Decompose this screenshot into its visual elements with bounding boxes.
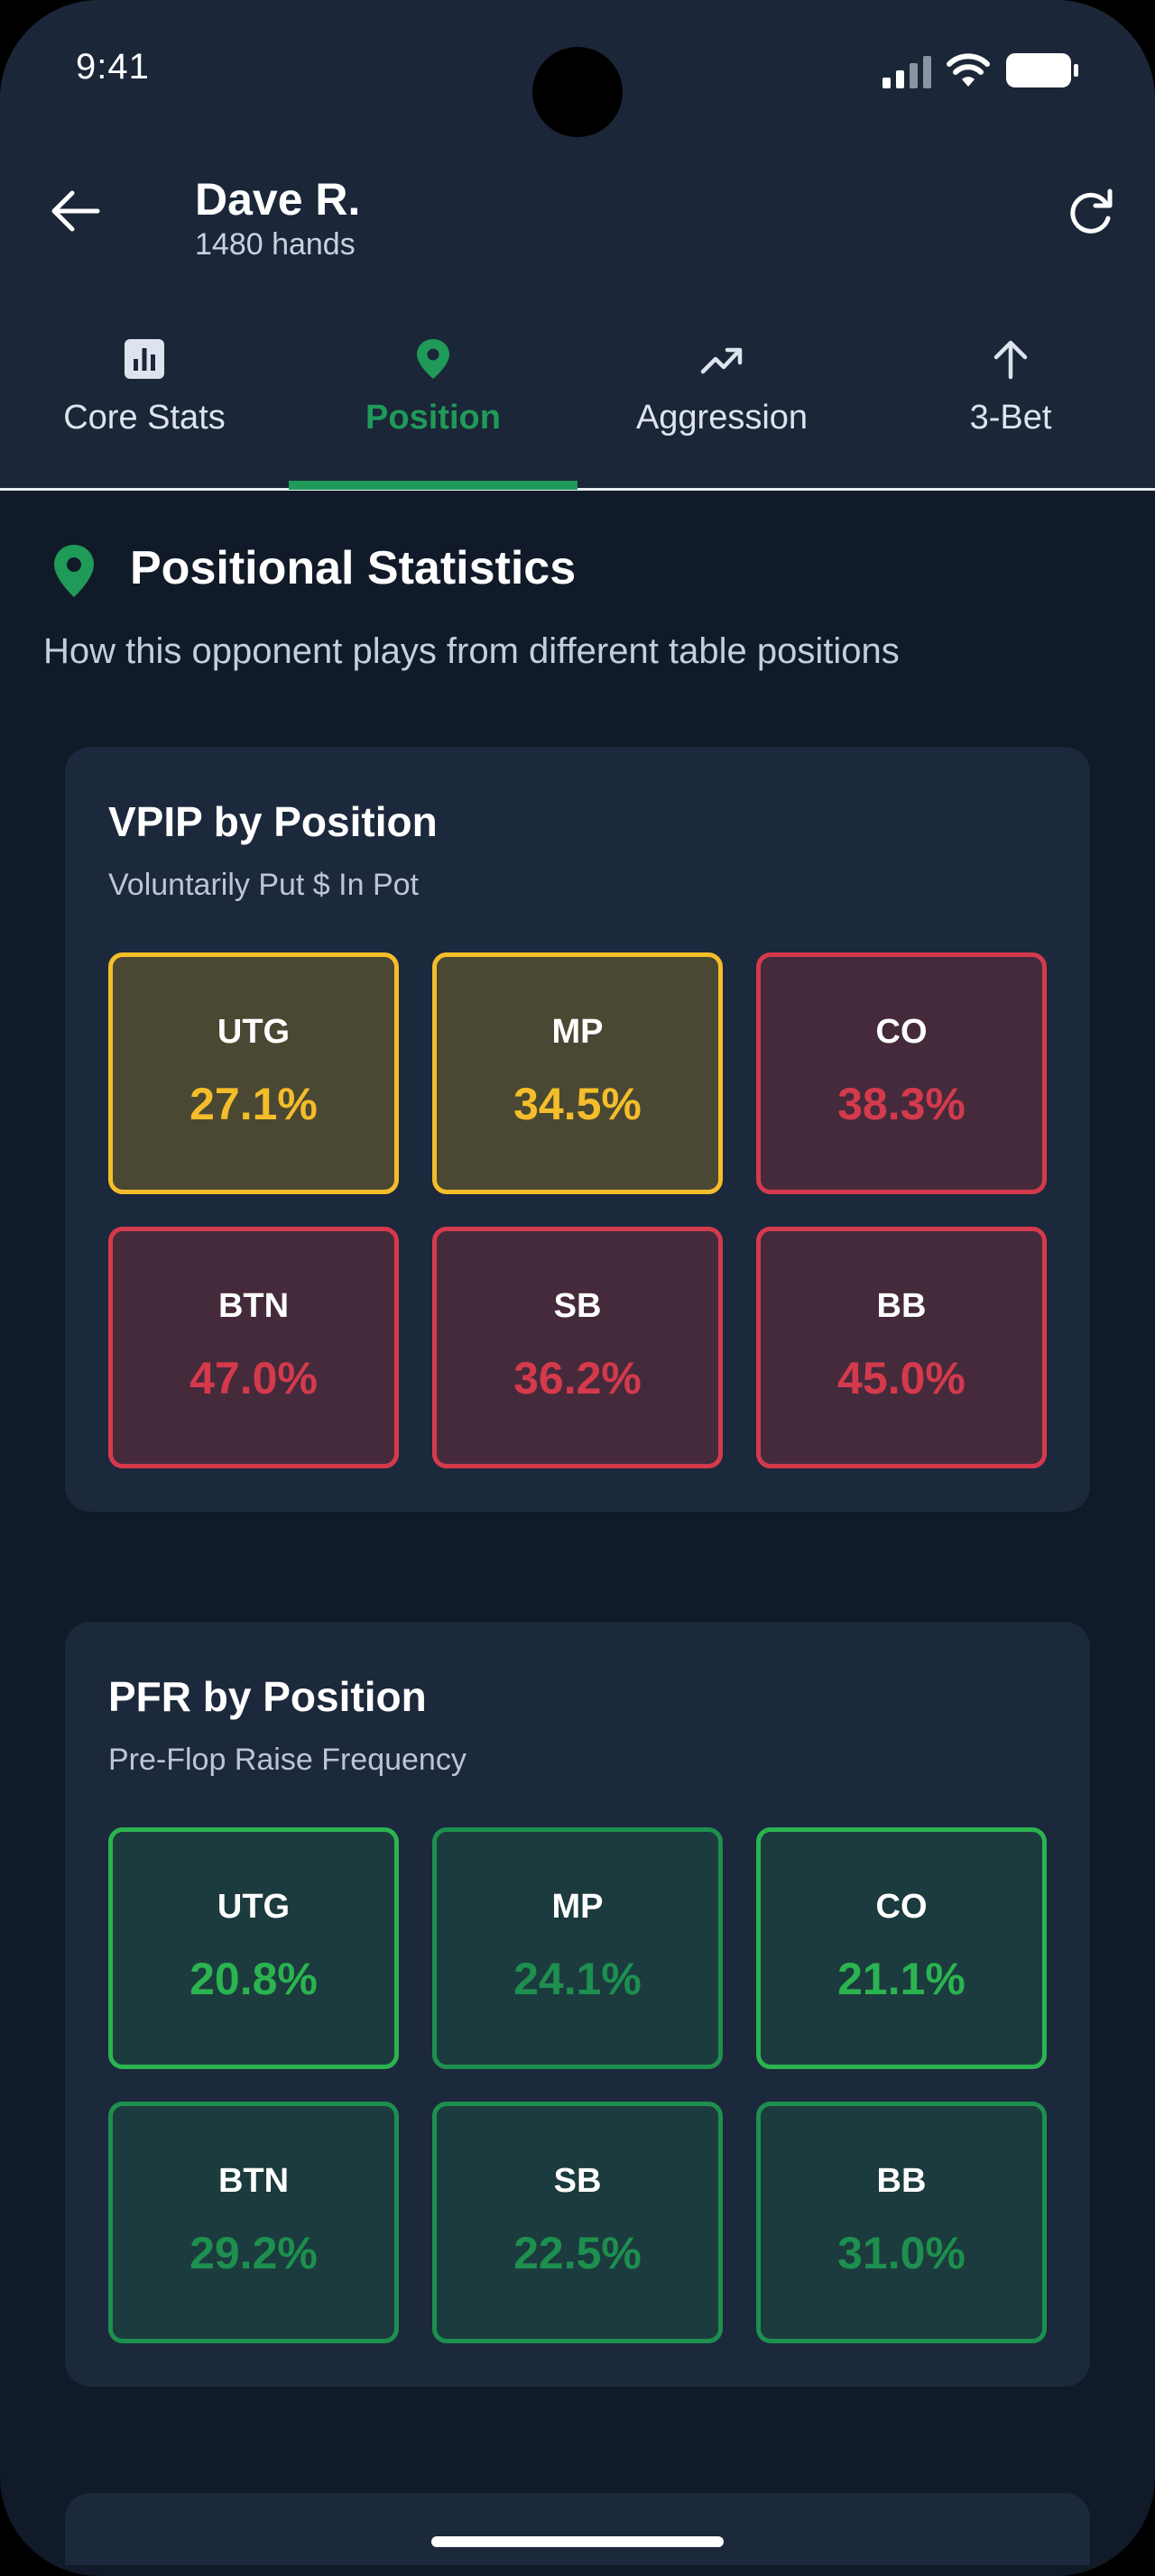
tab-label: Aggression bbox=[635, 399, 808, 437]
vpip-cell-sb: SB 36.2% bbox=[432, 1227, 723, 1468]
position-label: MP bbox=[551, 1888, 604, 1926]
stat-value: 29.2% bbox=[189, 2228, 318, 2278]
stat-value: 21.1% bbox=[837, 1954, 966, 2004]
stat-value: 31.0% bbox=[837, 2228, 966, 2278]
active-tab-indicator bbox=[289, 481, 578, 490]
wifi-icon bbox=[947, 53, 990, 87]
refresh-icon[interactable] bbox=[1061, 184, 1119, 242]
stat-value: 47.0% bbox=[189, 1353, 318, 1403]
stat-value: 22.5% bbox=[513, 2228, 642, 2278]
tab-core-stats[interactable]: Core Stats bbox=[0, 325, 289, 488]
vpip-cell-bb: BB 45.0% bbox=[756, 1227, 1047, 1468]
hands-count: 1480 hands bbox=[195, 227, 356, 262]
vpip-cell-co: CO 38.3% bbox=[756, 952, 1047, 1194]
position-label: CO bbox=[875, 1013, 928, 1051]
battery-icon bbox=[1006, 53, 1078, 87]
stat-value: 36.2% bbox=[513, 1353, 642, 1403]
arrow-up-icon bbox=[993, 340, 1028, 380]
pfr-cell-mp: MP 24.1% bbox=[432, 1827, 723, 2069]
trending-up-icon bbox=[700, 347, 743, 374]
card-title: VPIP by Position bbox=[108, 798, 438, 845]
pfr-cell-btn: BTN 29.2% bbox=[108, 2102, 399, 2343]
position-label: BB bbox=[876, 2162, 927, 2200]
tab-aggression[interactable]: Aggression bbox=[578, 325, 866, 488]
status-bar: 9:41 bbox=[0, 0, 1155, 144]
stat-value: 38.3% bbox=[837, 1079, 966, 1129]
tab-label: Core Stats bbox=[63, 399, 226, 437]
position-label: MP bbox=[551, 1013, 604, 1051]
position-label: BTN bbox=[217, 2162, 290, 2200]
card-subtitle: Voluntarily Put $ In Pot bbox=[108, 868, 419, 902]
vpip-cell-utg: UTG 27.1% bbox=[108, 952, 399, 1194]
position-label: UTG bbox=[217, 1013, 291, 1051]
pfr-cell-bb: BB 31.0% bbox=[756, 2102, 1047, 2343]
app-bar: Dave R. 1480 hands bbox=[0, 144, 1155, 325]
signal-icon bbox=[882, 56, 931, 88]
stat-value: 24.1% bbox=[513, 1954, 642, 2004]
card-title: PFR by Position bbox=[108, 1673, 427, 1720]
stat-value: 34.5% bbox=[513, 1079, 642, 1129]
stat-value: 20.8% bbox=[189, 1954, 318, 2004]
pfr-cell-utg: UTG 20.8% bbox=[108, 1827, 399, 2069]
position-label: SB bbox=[553, 1287, 602, 1325]
back-arrow-icon[interactable] bbox=[45, 180, 106, 242]
location-pin-icon bbox=[54, 545, 94, 597]
vpip-card: VPIP by Position Voluntarily Put $ In Po… bbox=[65, 747, 1090, 1512]
home-indicator[interactable] bbox=[431, 2536, 724, 2547]
pfr-card: PFR by Position Pre-Flop Raise Frequency… bbox=[65, 1622, 1090, 2387]
player-name: Dave R. bbox=[195, 174, 361, 225]
section-subtitle: How this opponent plays from different t… bbox=[43, 631, 900, 671]
pfr-cell-sb: SB 22.5% bbox=[432, 2102, 723, 2343]
stat-value: 27.1% bbox=[189, 1079, 318, 1129]
position-label: UTG bbox=[217, 1888, 291, 1926]
stat-value: 45.0% bbox=[837, 1353, 966, 1403]
position-label: SB bbox=[553, 2162, 602, 2200]
tab-bar: Core Stats Position Aggression 3-Bet bbox=[0, 325, 1155, 491]
tab-label: 3-Bet bbox=[969, 399, 1052, 437]
position-label: BB bbox=[876, 1287, 927, 1325]
position-label: BTN bbox=[217, 1287, 290, 1325]
tab-3-bet[interactable]: 3-Bet bbox=[866, 325, 1155, 488]
bar-chart-icon bbox=[125, 339, 164, 379]
position-label: CO bbox=[875, 1888, 928, 1926]
location-pin-icon bbox=[417, 339, 449, 379]
vpip-cell-mp: MP 34.5% bbox=[432, 952, 723, 1194]
card-subtitle: Pre-Flop Raise Frequency bbox=[108, 1743, 467, 1777]
vpip-cell-btn: BTN 47.0% bbox=[108, 1227, 399, 1468]
status-time: 9:41 bbox=[76, 47, 150, 87]
section-title: Positional Statistics bbox=[130, 542, 577, 594]
camera-cutout bbox=[532, 47, 623, 137]
next-card-peek bbox=[65, 2493, 1090, 2565]
pfr-cell-co: CO 21.1% bbox=[756, 1827, 1047, 2069]
tab-position[interactable]: Position bbox=[289, 325, 578, 488]
tab-label: Position bbox=[365, 399, 501, 437]
